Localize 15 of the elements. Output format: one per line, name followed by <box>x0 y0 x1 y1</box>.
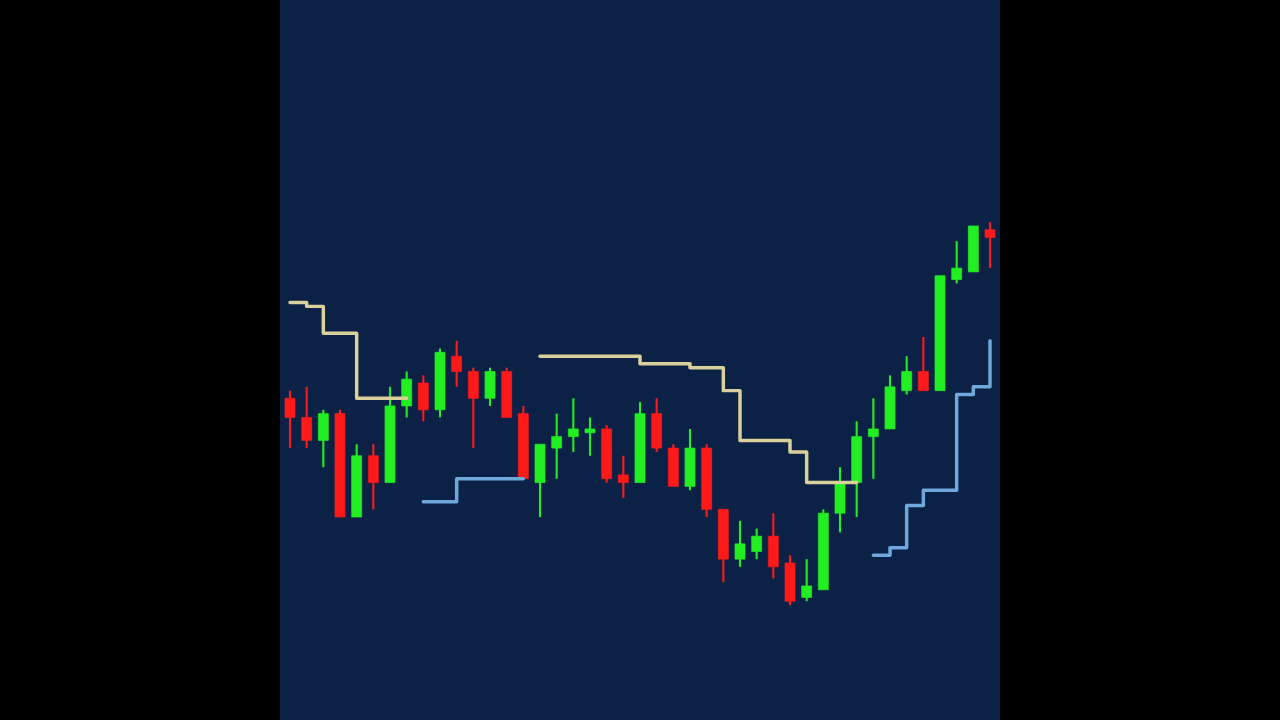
candlestick <box>284 389 296 450</box>
candlestick <box>984 221 996 270</box>
candlestick <box>451 339 463 388</box>
candlestick <box>867 397 879 480</box>
candlestick <box>584 416 596 457</box>
candlestick <box>734 519 746 568</box>
candlestick <box>301 385 313 450</box>
candlestick <box>917 335 929 392</box>
candlestick <box>567 397 579 453</box>
candlestick <box>801 558 813 603</box>
candlestick <box>901 355 913 396</box>
candlestick <box>951 240 963 285</box>
candlestick <box>751 527 763 561</box>
candlestick <box>551 412 563 480</box>
candlestick <box>617 454 629 499</box>
